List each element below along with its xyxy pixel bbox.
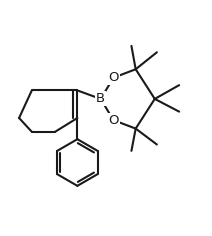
Text: B: B	[96, 93, 105, 105]
Text: O: O	[108, 114, 119, 127]
Text: O: O	[108, 71, 119, 84]
